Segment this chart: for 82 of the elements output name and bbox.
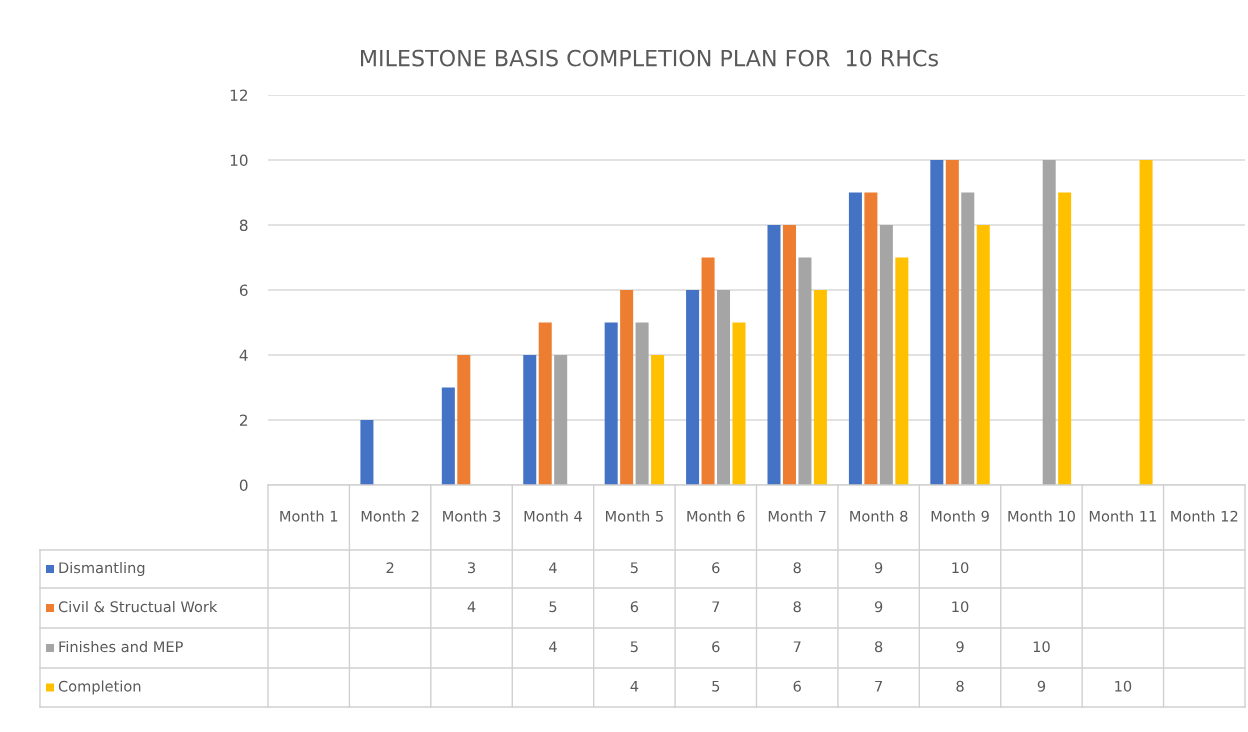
x-tick-label: Month 9	[931, 510, 989, 522]
data-label: 4	[549, 641, 557, 653]
x-tick-label: Month 3	[443, 510, 501, 522]
data-label: 9	[874, 562, 883, 574]
data-label: 6	[712, 562, 720, 574]
x-tick-label: Month 7	[768, 510, 826, 522]
y-tick-label: 4	[239, 349, 248, 361]
data-label: 6	[793, 680, 801, 692]
bar	[604, 322, 618, 485]
data-label: 9	[1037, 680, 1046, 692]
bar	[651, 355, 665, 485]
bar	[538, 322, 552, 485]
x-tick-label: Month 8	[850, 510, 908, 522]
data-label: 4	[549, 562, 557, 574]
data-label: 6	[712, 641, 720, 653]
bar	[1058, 192, 1072, 485]
bar	[457, 355, 471, 485]
bar	[441, 387, 455, 485]
data-label: 3	[468, 562, 476, 574]
chart-title: MILESTONE BASIS COMPLETION PLAN FOR 10 RHCs	[361, 49, 938, 67]
bar	[717, 290, 731, 485]
data-label: 7	[875, 680, 883, 692]
bar	[635, 322, 649, 485]
data-label: 10	[1033, 641, 1050, 653]
x-tick-label: Month 5	[606, 510, 663, 522]
bar	[1139, 160, 1153, 485]
bar	[930, 160, 944, 485]
x-tick-label: Month 1	[280, 510, 338, 522]
y-tick-label: 12	[230, 89, 248, 101]
bar	[782, 225, 796, 485]
bar	[895, 257, 909, 485]
bar	[701, 257, 715, 485]
x-tick-label: Month 4	[524, 510, 582, 522]
data-label: 2	[386, 562, 394, 574]
data-label: 8	[793, 562, 801, 574]
bar	[976, 225, 990, 485]
data-label: 8	[874, 641, 883, 653]
data-label: 5	[549, 601, 557, 613]
x-tick-label: Month 2	[361, 510, 419, 522]
data-label: 5	[630, 641, 638, 653]
y-tick-label: 0	[239, 479, 248, 492]
bar	[864, 192, 878, 485]
data-label: 10	[1115, 680, 1132, 692]
data-label: 9	[874, 601, 883, 613]
data-label: 5	[630, 562, 638, 574]
bar	[1042, 160, 1056, 485]
bar	[961, 192, 975, 485]
data-label: 4	[630, 680, 639, 692]
legend-label: Finishes and MEP	[59, 640, 183, 653]
data-label: 6	[630, 601, 639, 613]
bar	[767, 225, 781, 485]
legend-label: Dismantling	[59, 561, 145, 577]
bar	[620, 290, 634, 485]
data-label: 10	[952, 601, 969, 613]
y-tick-label: 10	[230, 154, 248, 167]
data-label: 8	[956, 680, 964, 692]
bar	[945, 160, 959, 485]
x-tick-label: Month 11	[1089, 510, 1156, 522]
x-tick-label: Month 10	[1008, 510, 1075, 522]
bar	[554, 355, 568, 485]
legend-label: Civil & Structual Work	[58, 600, 218, 613]
y-tick-label: 8	[239, 219, 248, 232]
data-label: 8	[793, 601, 801, 613]
data-label: 7	[712, 601, 720, 613]
data-label: 9	[956, 641, 964, 653]
bar	[848, 192, 862, 485]
legend-label: Completion	[58, 680, 141, 695]
y-tick-label: 2	[239, 414, 248, 426]
bar	[798, 257, 812, 485]
bar	[360, 420, 374, 485]
data-label: 10	[952, 562, 969, 574]
data-label: 4	[467, 601, 476, 613]
bar	[732, 322, 746, 485]
y-tick-label: 6	[239, 284, 248, 297]
x-tick-label: Month 6	[687, 510, 745, 522]
data-label: 5	[712, 680, 720, 692]
bar	[686, 290, 700, 485]
x-tick-label: Month 12	[1171, 510, 1238, 522]
bar	[879, 225, 893, 485]
bar	[523, 355, 537, 485]
data-label: 7	[793, 641, 801, 653]
bar	[813, 290, 827, 485]
